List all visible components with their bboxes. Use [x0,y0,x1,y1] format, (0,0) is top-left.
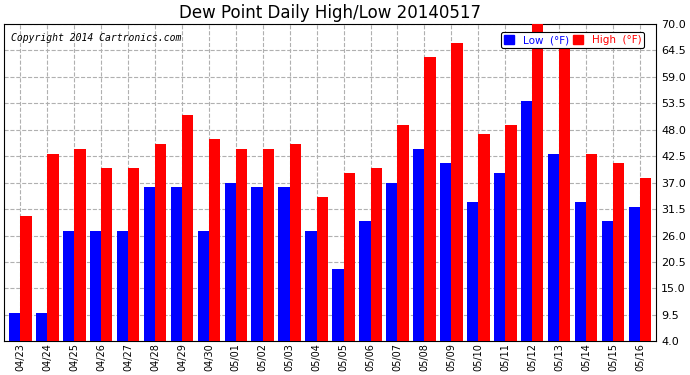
Bar [306,231,317,342]
Bar [359,221,371,342]
Bar [478,135,490,342]
Bar [36,312,48,342]
Bar [548,154,559,342]
Bar [144,188,155,342]
Text: Copyright 2014 Cartronics.com: Copyright 2014 Cartronics.com [10,33,181,43]
Bar [317,197,328,342]
Bar [559,48,571,342]
Bar [20,216,32,342]
Bar [532,19,544,342]
Bar [290,144,301,342]
Bar [155,144,166,342]
Bar [90,231,101,342]
Bar [602,221,613,342]
Bar [386,183,397,342]
Bar [209,139,220,342]
Bar [236,149,247,342]
Bar [182,115,193,342]
Bar [251,188,263,342]
Bar [263,149,274,342]
Bar [575,202,586,342]
Bar [128,168,139,342]
Bar [613,164,624,342]
Bar [413,149,424,342]
Bar [117,231,128,342]
Bar [63,231,75,342]
Bar [586,154,598,342]
Bar [278,188,290,342]
Bar [467,202,478,342]
Bar [371,168,382,342]
Bar [424,57,435,342]
Bar [505,125,517,342]
Bar [521,101,532,342]
Bar [451,43,463,342]
Bar [170,188,182,342]
Bar [494,173,505,342]
Bar [9,312,20,342]
Bar [640,178,651,342]
Bar [344,173,355,342]
Bar [101,168,112,342]
Bar [629,207,640,342]
Bar [197,231,209,342]
Bar [224,183,236,342]
Bar [48,154,59,342]
Legend: Low  (°F), High  (°F): Low (°F), High (°F) [501,32,644,48]
Bar [75,149,86,342]
Bar [440,164,451,342]
Bar [333,269,344,342]
Bar [397,125,408,342]
Title: Dew Point Daily High/Low 20140517: Dew Point Daily High/Low 20140517 [179,4,481,22]
